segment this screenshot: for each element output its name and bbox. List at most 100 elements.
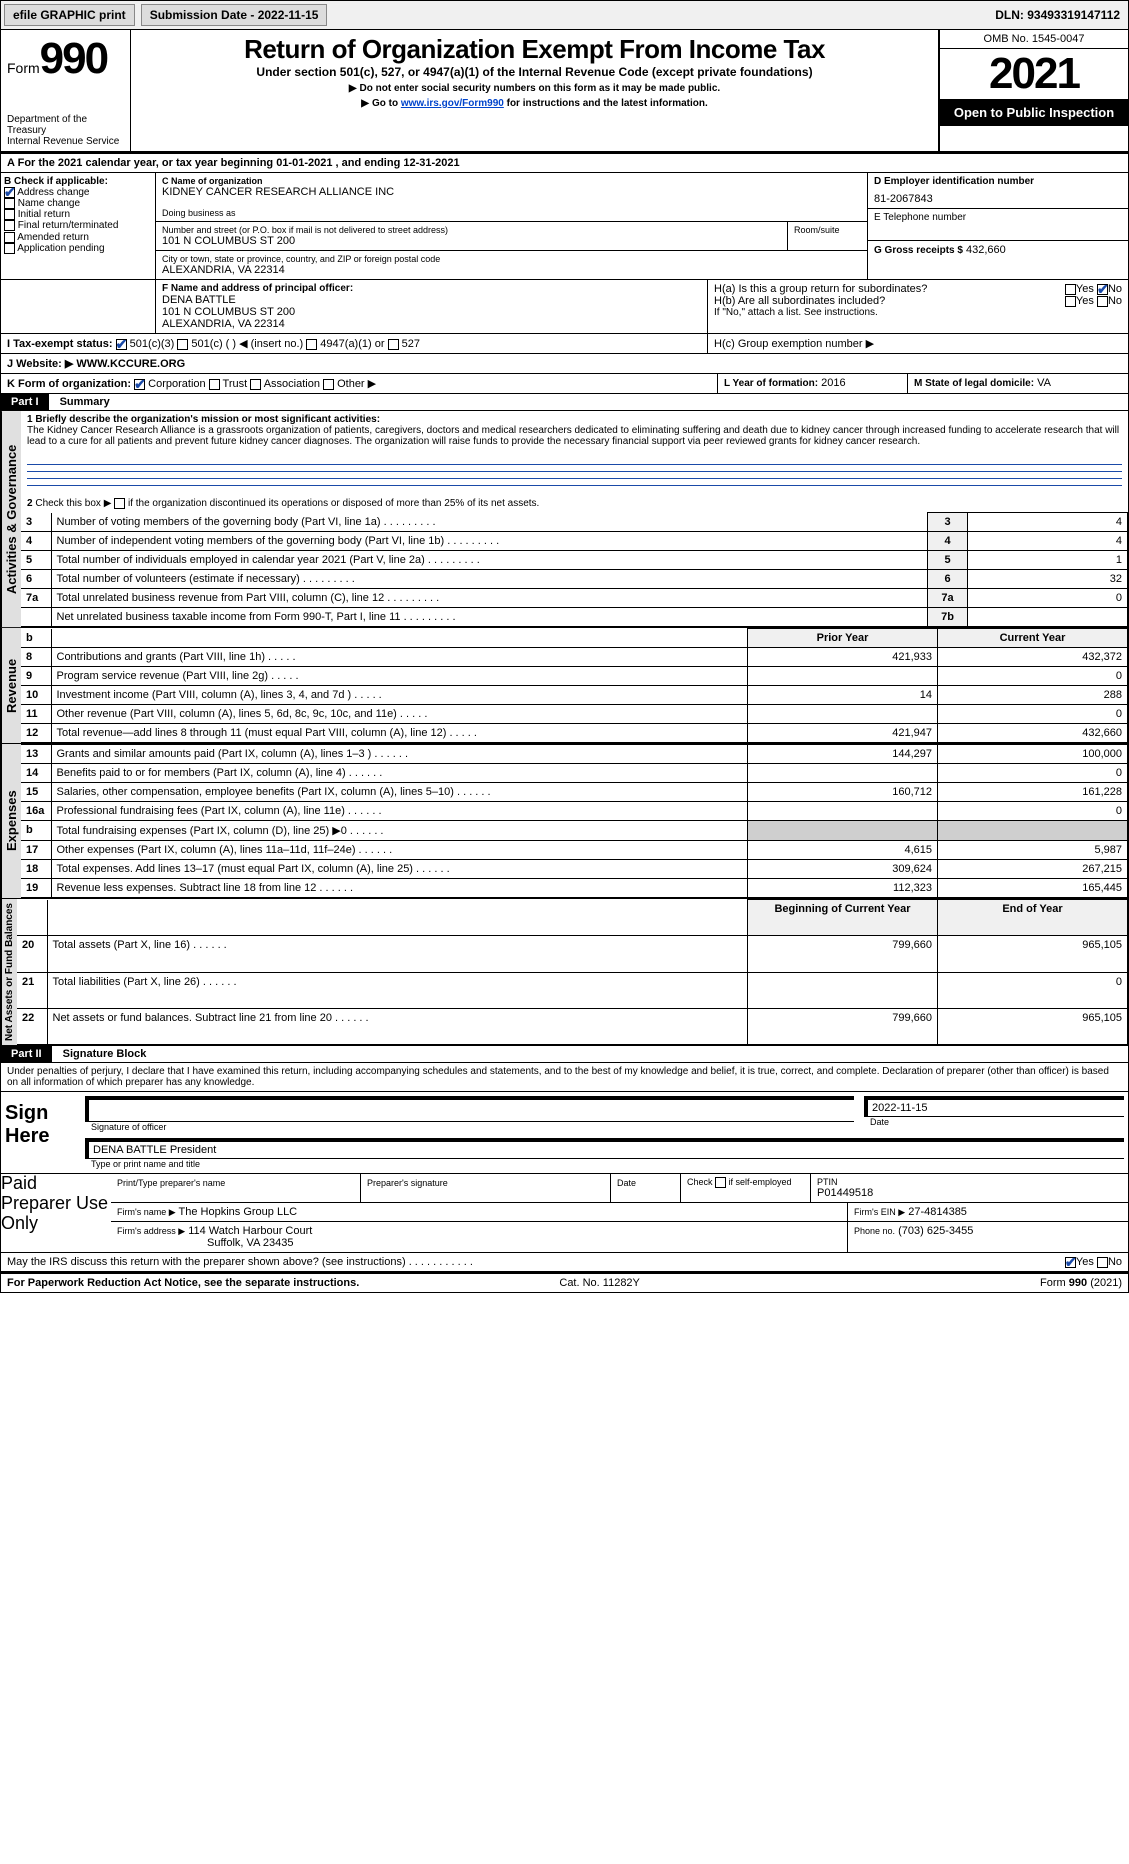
website-value: WWW.KCCURE.ORG — [76, 358, 185, 370]
name-title-label: Type or print name and title — [85, 1159, 1124, 1169]
may-irs-row: May the IRS discuss this return with the… — [1, 1253, 1128, 1272]
form-word: Form — [7, 60, 40, 76]
exp-table: 13 Grants and similar amounts paid (Part… — [21, 744, 1128, 898]
sign-here-block: Sign Here Signature of officer 2022-11-1… — [1, 1091, 1128, 1174]
k-cb[interactable] — [209, 379, 220, 390]
page-footer: For Paperwork Reduction Act Notice, see … — [1, 1272, 1128, 1292]
rev-sidelabel: Revenue — [1, 628, 21, 743]
submission-date-button[interactable]: Submission Date - 2022-11-15 — [141, 4, 328, 26]
ptin-label: PTIN — [817, 1177, 1122, 1187]
officer-signature[interactable] — [85, 1096, 854, 1122]
name-title: DENA BATTLE President — [85, 1138, 1124, 1159]
mayirs-no-cb[interactable] — [1097, 1257, 1108, 1268]
q2-label: 2 Check this box ▶ if the organization d… — [21, 495, 1128, 512]
form-subtitle: Under section 501(c), 527, or 4947(a)(1)… — [139, 65, 930, 79]
ha-no-cb[interactable] — [1097, 284, 1108, 295]
firm-name: The Hopkins Group LLC — [179, 1206, 298, 1218]
block-b-cb[interactable] — [4, 243, 15, 254]
city-label: City or town, state or province, country… — [162, 254, 861, 264]
rev-table: b Prior YearCurrent Year8 Contributions … — [21, 628, 1128, 743]
k-cb[interactable] — [323, 379, 334, 390]
officer-addr1: 101 N COLUMBUS ST 200 — [162, 306, 701, 318]
q1-label: 1 Briefly describe the organization's mi… — [27, 414, 1122, 425]
q1-text: The Kidney Cancer Research Alliance is a… — [27, 425, 1122, 447]
sig-date: 2022-11-15 — [864, 1096, 1124, 1117]
q2-checkbox[interactable] — [114, 498, 125, 509]
omb-number: OMB No. 1545-0047 — [940, 30, 1128, 49]
firm-phone-label: Phone no. — [854, 1226, 895, 1236]
sig-officer-label: Signature of officer — [85, 1122, 854, 1132]
k-cb[interactable] — [134, 379, 145, 390]
self-employed-cb[interactable] — [715, 1177, 726, 1188]
hb-note: If "No," attach a list. See instructions… — [714, 307, 1122, 318]
firm-ein-label: Firm's EIN ▶ — [854, 1207, 905, 1217]
section-fh: F Name and address of principal officer:… — [1, 280, 1128, 334]
footer-right: Form 990 (2021) — [1040, 1277, 1122, 1289]
part1-title: Summary — [52, 394, 118, 410]
part2-label: Part II — [1, 1046, 52, 1062]
org-name-label: C Name of organization — [162, 176, 861, 186]
block-b-item: Name change — [4, 198, 152, 209]
prep-sig-label: Preparer's signature — [367, 1178, 448, 1188]
net-sidelabel: Net Assets or Fund Balances — [1, 899, 17, 1045]
ha-label: H(a) Is this a group return for subordin… — [714, 283, 1065, 295]
sign-here-label: Sign Here — [1, 1092, 81, 1173]
tax-status-label: I Tax-exempt status: — [7, 338, 113, 350]
i-cb[interactable] — [388, 339, 399, 350]
city-value: ALEXANDRIA, VA 22314 — [162, 264, 861, 276]
firm-addr-label: Firm's address ▶ — [117, 1226, 185, 1236]
firm-name-label: Firm's name ▶ — [117, 1207, 176, 1217]
block-b-cb[interactable] — [4, 232, 15, 243]
footer-mid: Cat. No. 11282Y — [559, 1277, 640, 1289]
hb-no-cb[interactable] — [1097, 296, 1108, 307]
paid-preparer-label: Paid Preparer Use Only — [1, 1174, 111, 1252]
i-cb[interactable] — [177, 339, 188, 350]
mayirs-yes-cb[interactable] — [1065, 1257, 1076, 1268]
firm-addr2: Suffolk, VA 23435 — [117, 1237, 841, 1249]
block-b-cb[interactable] — [4, 220, 15, 231]
year-formation-label: L Year of formation: — [724, 378, 818, 389]
form-num: 990 — [40, 34, 107, 83]
i-cb[interactable] — [116, 339, 127, 350]
line-a: A For the 2021 calendar year, or tax yea… — [1, 153, 1128, 173]
part2-header: Part II Signature Block — [1, 1046, 1128, 1063]
rev-section: Revenue b Prior YearCurrent Year8 Contri… — [1, 628, 1128, 744]
dba-label: Doing business as — [162, 208, 861, 218]
irs-label: Internal Revenue Service — [7, 136, 124, 147]
domicile-label: M State of legal domicile: — [914, 378, 1034, 389]
net-table: Beginning of Current YearEnd of Year20 T… — [17, 899, 1128, 1045]
ssn-note: Do not enter social security numbers on … — [139, 83, 930, 94]
part1-label: Part I — [1, 394, 49, 410]
form-title: Return of Organization Exempt From Incom… — [139, 34, 930, 65]
i-cb[interactable] — [306, 339, 317, 350]
prep-date-label: Date — [617, 1178, 636, 1188]
ha-yes-cb[interactable] — [1065, 284, 1076, 295]
k-cb[interactable] — [250, 379, 261, 390]
irs-link[interactable]: www.irs.gov/Form990 — [401, 98, 504, 109]
street-label: Number and street (or P.O. box if mail i… — [162, 225, 781, 235]
block-b-cb[interactable] — [4, 198, 15, 209]
efile-print-button[interactable]: efile GRAPHIC print — [4, 4, 135, 26]
ptin-value: P01449518 — [817, 1187, 1122, 1199]
officer-label: F Name and address of principal officer: — [162, 283, 701, 294]
dept-treasury: Department of the Treasury — [7, 114, 124, 136]
net-section: Net Assets or Fund Balances Beginning of… — [1, 899, 1128, 1046]
gross-label: G Gross receipts $ — [874, 245, 963, 256]
ein-label: D Employer identification number — [874, 176, 1122, 187]
website-label: J Website: ▶ — [7, 358, 73, 370]
paid-preparer-block: Paid Preparer Use Only Print/Type prepar… — [1, 1174, 1128, 1253]
block-b-item: Initial return — [4, 209, 152, 220]
year-formation-value: 2016 — [821, 377, 845, 389]
form-number: Form990 — [7, 34, 124, 84]
block-b-cb[interactable] — [4, 209, 15, 220]
firm-addr1: 114 Watch Harbour Court — [188, 1225, 312, 1237]
dln-label: DLN: 93493319147112 — [995, 8, 1128, 22]
sig-date-label: Date — [864, 1117, 1124, 1127]
footer-left: For Paperwork Reduction Act Notice, see … — [7, 1277, 359, 1289]
part2-title: Signature Block — [55, 1046, 155, 1062]
section-klm: K Form of organization: Corporation Trus… — [1, 374, 1128, 394]
form-page: efile GRAPHIC print Submission Date - 20… — [0, 0, 1129, 1293]
form-org-label: K Form of organization: — [7, 378, 131, 390]
block-b-cb[interactable] — [4, 187, 15, 198]
hb-yes-cb[interactable] — [1065, 296, 1076, 307]
